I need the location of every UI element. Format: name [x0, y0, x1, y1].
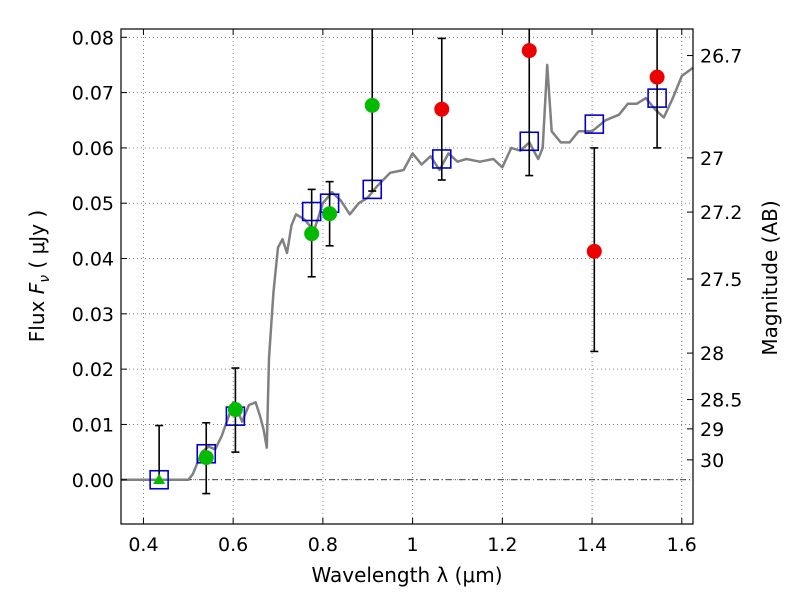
- y-tick-label: 0.08: [72, 27, 114, 49]
- y-tick-label: 0.00: [72, 470, 114, 492]
- photometry-point: [364, 97, 380, 113]
- magnitude-tick-label: 27: [700, 148, 724, 170]
- photometry-point: [304, 226, 320, 242]
- magnitude-tick-label: 28: [700, 343, 724, 365]
- spectrum-line: [121, 63, 693, 482]
- upper-limit-marker: [153, 473, 166, 484]
- photometry-point: [198, 450, 214, 466]
- photometry-point: [322, 206, 338, 222]
- x-tick-label: 0.4: [128, 534, 158, 556]
- photometry-point: [521, 43, 537, 59]
- magnitude-tick-label: 29: [700, 419, 724, 441]
- x-tick-label: 1.2: [487, 534, 517, 556]
- x-tick-label: 0.8: [308, 534, 338, 556]
- axes: 0.4 0.6 0.8 1 1.2 1.4 1.6 0.00 0.01 0.02 0.03 0.04 0…: [72, 27, 743, 556]
- magnitude-tick-label: 30: [700, 450, 724, 472]
- y-axis-label: Flux Fν ( μJy ): [25, 210, 53, 342]
- x-tick-label: 1.4: [577, 534, 607, 556]
- magnitude-tick-label: 28.5: [700, 390, 742, 412]
- plot-area: [121, 29, 693, 495]
- x-axis-label: Wavelength λ (μm): [311, 563, 502, 587]
- plot-frame: [120, 28, 694, 525]
- photometry-point: [649, 69, 665, 85]
- y-tick-label: 0.01: [72, 414, 114, 436]
- magnitude-tick-label: 27.2: [700, 202, 742, 224]
- magnitude-axis-label: Magnitude (AB): [758, 200, 782, 355]
- x-tick-label: 1: [407, 534, 419, 556]
- y-tick-label: 0.07: [72, 83, 114, 105]
- photometry-point: [586, 243, 602, 259]
- y-tick-label: 0.05: [72, 193, 114, 215]
- photometry-point: [434, 101, 450, 117]
- y-tick-label: 0.06: [72, 138, 114, 160]
- magnitude-tick-label: 26.7: [700, 46, 742, 68]
- y-tick-label: 0.04: [72, 249, 114, 271]
- y-tick-label: 0.02: [72, 359, 114, 381]
- photometry-point: [227, 402, 243, 418]
- y-tick-label: 0.03: [72, 304, 114, 326]
- model-flux-marker: [584, 114, 605, 134]
- x-tick-label: 0.6: [218, 534, 248, 556]
- x-tick-label: 1.6: [667, 534, 697, 556]
- magnitude-tick-label: 27.5: [700, 269, 742, 291]
